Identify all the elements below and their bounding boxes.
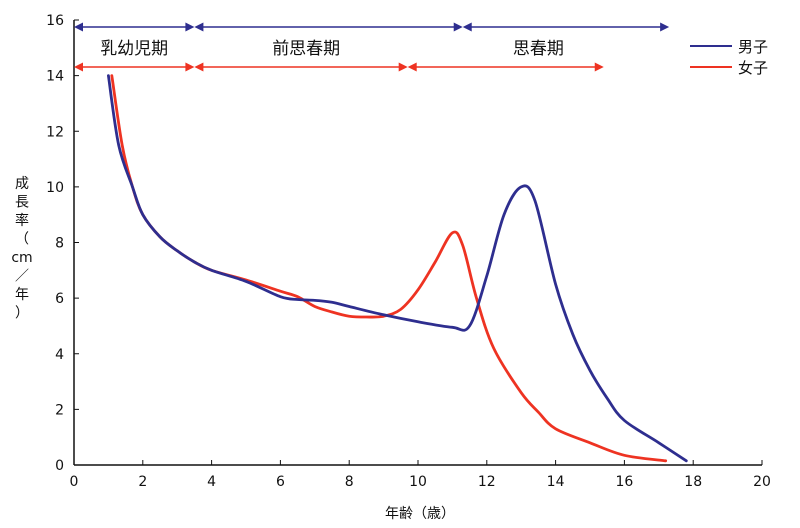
legend-label-girls: 女子 <box>738 59 768 77</box>
phase-arrow-boys <box>462 22 670 32</box>
x-axis-title: 年齢（歳） <box>385 506 455 522</box>
y-tick-label: 14 <box>46 69 64 85</box>
x-tick-label: 0 <box>70 474 79 490</box>
y-axis-title-char: ） <box>15 306 29 322</box>
y-axis-title-char: 長 <box>15 195 29 211</box>
y-axis-title-char: 成 <box>15 176 29 192</box>
x-tick-label: 12 <box>478 474 496 490</box>
y-tick-label: 0 <box>55 458 64 474</box>
y-tick-label: 16 <box>46 13 64 29</box>
phase-label: 乳幼児期 <box>100 39 168 59</box>
y-tick-label: 4 <box>55 347 64 363</box>
phase-label: 思春期 <box>513 39 564 59</box>
y-axis-title: 成長率 （ cm ／ 年 ） <box>11 176 32 322</box>
series-lines <box>107 74 688 463</box>
y-axis-title-char: ／ <box>15 269 29 285</box>
phase-label: 前思春期 <box>272 39 340 59</box>
series-line-boys <box>107 74 688 463</box>
x-tick-label: 2 <box>138 474 147 490</box>
series-line-girls <box>110 74 668 463</box>
tick-labels: 0 2 4 6 8 10 12 14 16 18 20 0 2 4 6 8 10 12 14 16 <box>46 13 771 490</box>
phase-arrow-girls <box>74 62 195 72</box>
phase-arrow-girls <box>194 62 408 72</box>
x-tick-label: 18 <box>684 474 702 490</box>
y-axis-title-char: （ <box>15 232 29 248</box>
phase-annotations: 乳幼児期 前思春期 思春期 <box>74 22 670 72</box>
legend: 男子 女子 <box>690 38 768 77</box>
x-tick-label: 20 <box>753 474 771 490</box>
phase-arrow-boys <box>194 22 463 32</box>
y-tick-label: 8 <box>55 236 64 252</box>
phase-arrow-boys <box>74 22 195 32</box>
y-tick-label: 2 <box>55 402 64 418</box>
y-axis-title-char: 年 <box>15 287 29 303</box>
x-tick-label: 14 <box>547 474 565 490</box>
axes <box>73 19 763 466</box>
y-axis-title-char: 率 <box>15 212 29 229</box>
y-tick-label: 6 <box>55 291 64 307</box>
y-tick-label: 10 <box>46 180 64 196</box>
y-tick-label: 12 <box>46 124 64 140</box>
x-tick-label: 6 <box>276 474 285 490</box>
x-tick-label: 4 <box>207 474 216 490</box>
phase-arrow-girls <box>407 62 604 72</box>
y-axis-title-char: cm <box>11 250 32 266</box>
x-tick-label: 10 <box>409 474 427 490</box>
legend-label-boys: 男子 <box>738 38 768 56</box>
x-tick-label: 16 <box>615 474 633 490</box>
x-tick-label: 8 <box>345 474 354 490</box>
